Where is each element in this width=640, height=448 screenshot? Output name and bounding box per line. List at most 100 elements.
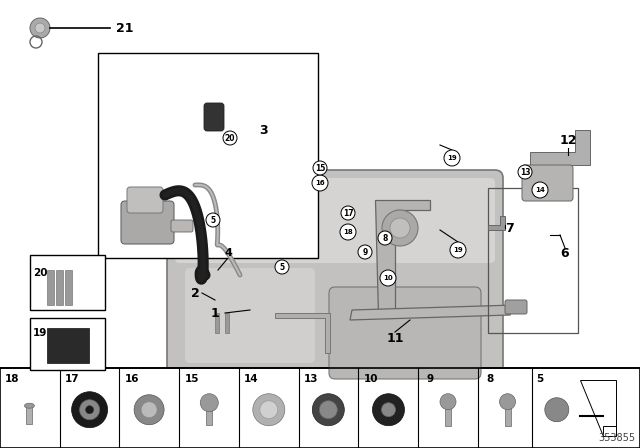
Circle shape — [260, 401, 278, 419]
Text: 16: 16 — [124, 374, 139, 383]
Circle shape — [382, 210, 418, 246]
Text: 10: 10 — [383, 275, 393, 281]
FancyBboxPatch shape — [204, 103, 224, 131]
Circle shape — [86, 406, 93, 414]
FancyBboxPatch shape — [171, 220, 193, 232]
Text: 10: 10 — [364, 374, 378, 383]
Text: 9: 9 — [362, 247, 367, 257]
Circle shape — [340, 224, 356, 240]
Text: 5: 5 — [280, 263, 285, 271]
Bar — [215, 313, 219, 333]
Circle shape — [518, 165, 532, 179]
Text: 6: 6 — [561, 246, 570, 259]
Text: 14: 14 — [535, 187, 545, 193]
Circle shape — [134, 395, 164, 425]
Circle shape — [532, 182, 548, 198]
Text: 18: 18 — [343, 229, 353, 235]
Circle shape — [500, 394, 516, 410]
Circle shape — [545, 398, 569, 422]
FancyBboxPatch shape — [167, 170, 503, 386]
Bar — [26, 406, 33, 424]
Circle shape — [440, 394, 456, 410]
Text: 20: 20 — [225, 134, 236, 142]
Circle shape — [223, 131, 237, 145]
Bar — [30, 318, 105, 370]
FancyBboxPatch shape — [185, 268, 315, 363]
Text: 15: 15 — [184, 374, 199, 383]
Text: 19: 19 — [453, 247, 463, 253]
Polygon shape — [580, 380, 616, 436]
Circle shape — [200, 394, 218, 412]
FancyBboxPatch shape — [175, 178, 495, 263]
Bar — [65, 270, 72, 305]
Bar — [504, 402, 511, 426]
Text: 20: 20 — [33, 268, 47, 278]
Text: 13: 13 — [520, 168, 531, 177]
Circle shape — [226, 209, 254, 237]
Bar — [47, 270, 54, 305]
Circle shape — [390, 218, 410, 238]
Circle shape — [275, 260, 289, 274]
Text: 14: 14 — [244, 374, 259, 383]
Circle shape — [312, 175, 328, 191]
Circle shape — [341, 206, 355, 220]
Text: 8: 8 — [486, 374, 493, 383]
Text: 17: 17 — [65, 374, 79, 383]
FancyBboxPatch shape — [329, 287, 481, 379]
Bar — [0, 368, 640, 448]
Text: 1: 1 — [211, 306, 220, 319]
Text: 13: 13 — [303, 374, 318, 383]
FancyBboxPatch shape — [522, 165, 573, 201]
Circle shape — [79, 400, 100, 420]
Circle shape — [30, 18, 50, 38]
Polygon shape — [350, 305, 515, 320]
Circle shape — [381, 403, 396, 417]
Circle shape — [35, 23, 45, 33]
Text: 2: 2 — [191, 287, 200, 300]
Circle shape — [312, 394, 344, 426]
Circle shape — [319, 401, 337, 419]
Circle shape — [313, 161, 327, 175]
Circle shape — [218, 201, 262, 245]
Text: 3: 3 — [259, 124, 268, 137]
Circle shape — [253, 394, 285, 426]
Text: 4: 4 — [224, 248, 232, 258]
FancyBboxPatch shape — [121, 201, 174, 244]
Text: 19: 19 — [33, 328, 47, 338]
Text: 353855: 353855 — [598, 433, 635, 443]
Circle shape — [206, 213, 220, 227]
Polygon shape — [275, 313, 330, 353]
Bar — [488, 188, 578, 333]
Circle shape — [378, 231, 392, 245]
Text: 7: 7 — [506, 221, 515, 234]
Bar — [98, 53, 318, 258]
Circle shape — [141, 402, 157, 418]
Polygon shape — [488, 216, 505, 230]
Circle shape — [444, 150, 460, 166]
Text: 16: 16 — [315, 180, 325, 186]
Bar — [445, 402, 451, 426]
Polygon shape — [375, 200, 430, 315]
Text: 8: 8 — [382, 233, 388, 242]
Text: 5: 5 — [211, 215, 216, 224]
FancyBboxPatch shape — [127, 187, 163, 213]
Text: 17: 17 — [342, 208, 353, 217]
FancyBboxPatch shape — [505, 300, 527, 314]
Text: 12: 12 — [559, 134, 577, 146]
Text: 21: 21 — [116, 22, 134, 34]
Circle shape — [380, 270, 396, 286]
Bar — [47, 328, 89, 363]
Text: 9: 9 — [427, 374, 434, 383]
Circle shape — [450, 242, 466, 258]
Circle shape — [72, 392, 108, 428]
Text: 15: 15 — [315, 164, 325, 172]
Circle shape — [372, 394, 404, 426]
Text: 11: 11 — [387, 332, 404, 345]
Bar — [225, 313, 229, 333]
Polygon shape — [530, 130, 590, 165]
Bar — [30, 255, 105, 310]
Ellipse shape — [24, 403, 35, 408]
Text: 19: 19 — [447, 155, 457, 161]
Text: 18: 18 — [4, 374, 19, 383]
Circle shape — [358, 245, 372, 259]
